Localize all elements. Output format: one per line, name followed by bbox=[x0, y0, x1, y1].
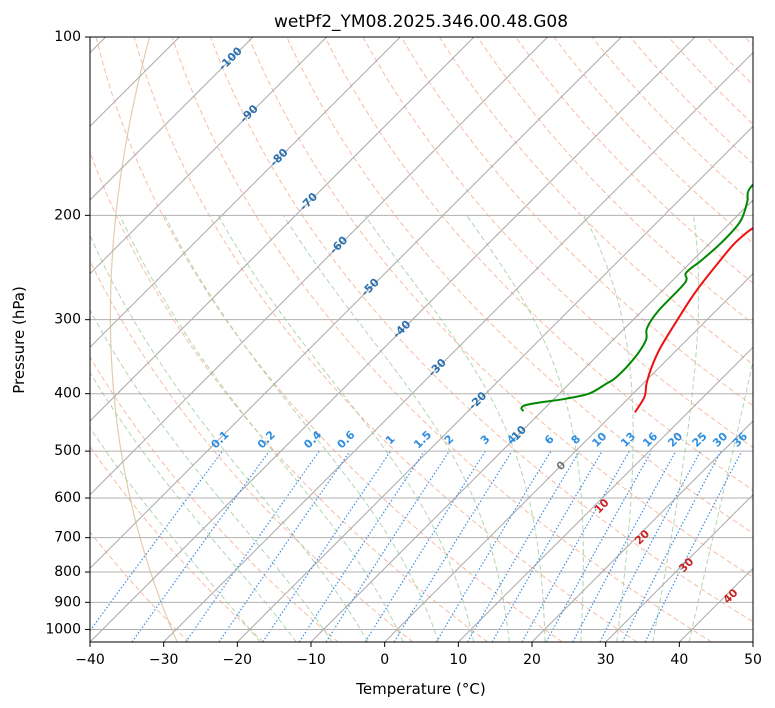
dry-curve bbox=[109, 37, 178, 642]
temperature-line bbox=[634, 226, 753, 413]
dry-adiabat bbox=[400, 37, 753, 407]
isotherm bbox=[384, 272, 753, 642]
mixing-ratio-line bbox=[572, 450, 677, 642]
y-tick-label: 100 bbox=[54, 29, 81, 45]
dry-adiabat bbox=[133, 37, 638, 642]
mixing-ratio-line bbox=[90, 450, 223, 632]
dry-adiabat bbox=[90, 356, 339, 642]
pressure-grid bbox=[90, 37, 753, 630]
mixing-ratio-line bbox=[435, 450, 552, 642]
y-tick-label: 1000 bbox=[45, 621, 81, 637]
moist-adiabat bbox=[652, 215, 700, 642]
mixing-ratio-line bbox=[599, 450, 702, 642]
dry-adiabat bbox=[90, 531, 190, 642]
y-tick-label: 700 bbox=[54, 530, 81, 546]
x-tick-label: 0 bbox=[380, 652, 389, 668]
isotherm bbox=[236, 125, 753, 642]
dry-adiabat bbox=[210, 37, 753, 623]
dewpoint-line bbox=[520, 183, 753, 412]
x-tick-label: 30 bbox=[597, 652, 615, 668]
moist-adiabat bbox=[688, 358, 753, 642]
y-tick-label: 600 bbox=[54, 490, 81, 506]
dry-adiabat bbox=[95, 37, 563, 642]
plot-background bbox=[90, 37, 753, 642]
y-tick-label: 300 bbox=[54, 312, 81, 328]
isotherm bbox=[90, 37, 254, 201]
mixing-ratio-line bbox=[218, 450, 351, 642]
x-tick-label: 40 bbox=[670, 652, 688, 668]
y-axis-label: Pressure (hPa) bbox=[10, 286, 28, 394]
x-tick-label: −40 bbox=[75, 652, 105, 668]
moist-adiabat bbox=[364, 215, 546, 642]
background-lines bbox=[90, 37, 753, 642]
isotherm bbox=[90, 37, 622, 570]
isotherm bbox=[310, 199, 753, 642]
moist-adiabat bbox=[90, 234, 369, 642]
dry-adiabat bbox=[324, 37, 753, 491]
x-tick-label: −10 bbox=[296, 652, 326, 668]
moist-adiabat bbox=[90, 371, 297, 642]
plot-frame bbox=[89, 36, 754, 643]
mixing-ratio-line bbox=[325, 450, 450, 642]
mixing-ratio-line bbox=[644, 450, 743, 642]
chart-title: wetPf2_YM08.2025.346.00.48.G08 bbox=[274, 12, 568, 32]
dry-adiabat bbox=[171, 37, 712, 642]
x-tick-label: −20 bbox=[223, 652, 253, 668]
y-tick-label: 900 bbox=[54, 594, 81, 610]
moist-adiabat bbox=[90, 308, 333, 642]
x-tick-label: 10 bbox=[449, 652, 467, 668]
isotherm bbox=[531, 420, 753, 642]
mixing-ratio-line bbox=[131, 450, 270, 642]
y-tick-label: 400 bbox=[54, 386, 81, 402]
y-tick-label: 800 bbox=[54, 564, 81, 580]
dry-adiabat bbox=[515, 37, 753, 284]
dry-adiabat bbox=[438, 37, 753, 366]
mixing-ratio-line bbox=[521, 450, 631, 642]
mixing-ratio-line bbox=[393, 450, 513, 642]
x-tick-label: 20 bbox=[523, 652, 541, 668]
dry-adiabat bbox=[248, 37, 753, 578]
isotherm bbox=[90, 37, 549, 496]
series-lines bbox=[520, 183, 753, 413]
x-tick-label: 50 bbox=[744, 652, 762, 668]
mixing-ratio-line bbox=[185, 450, 320, 642]
mixing-ratio-line bbox=[364, 450, 486, 642]
moist-adiabat bbox=[90, 426, 261, 642]
moist-adiabat bbox=[282, 215, 510, 642]
x-axis-label: Temperature (°C) bbox=[355, 680, 485, 698]
axes: −40 −30 −20 −10 0 10 20 30 40 50 1000 900 800 700 600 5… bbox=[45, 29, 762, 668]
isotherm bbox=[457, 346, 753, 642]
mixing-ratio-line bbox=[621, 450, 722, 642]
moist-adiabat bbox=[583, 215, 634, 642]
isotherm bbox=[90, 37, 475, 422]
dry-adiabat bbox=[90, 445, 264, 642]
isotherm bbox=[90, 37, 696, 642]
y-tick-label: 200 bbox=[54, 207, 81, 223]
x-tick-label: −30 bbox=[149, 652, 179, 668]
isotherm bbox=[90, 37, 401, 349]
isotherm bbox=[605, 493, 753, 642]
isotherm bbox=[163, 51, 753, 642]
isotherm bbox=[90, 37, 328, 275]
dry-adiabat bbox=[90, 150, 488, 642]
mixing-ratio-line bbox=[298, 450, 425, 642]
moist-adiabat bbox=[119, 215, 404, 642]
moist-adiabat bbox=[164, 215, 439, 642]
mixing-ratio-line bbox=[262, 450, 392, 642]
mixing-ratio-line bbox=[545, 450, 653, 642]
y-tick-label: 500 bbox=[54, 443, 81, 459]
